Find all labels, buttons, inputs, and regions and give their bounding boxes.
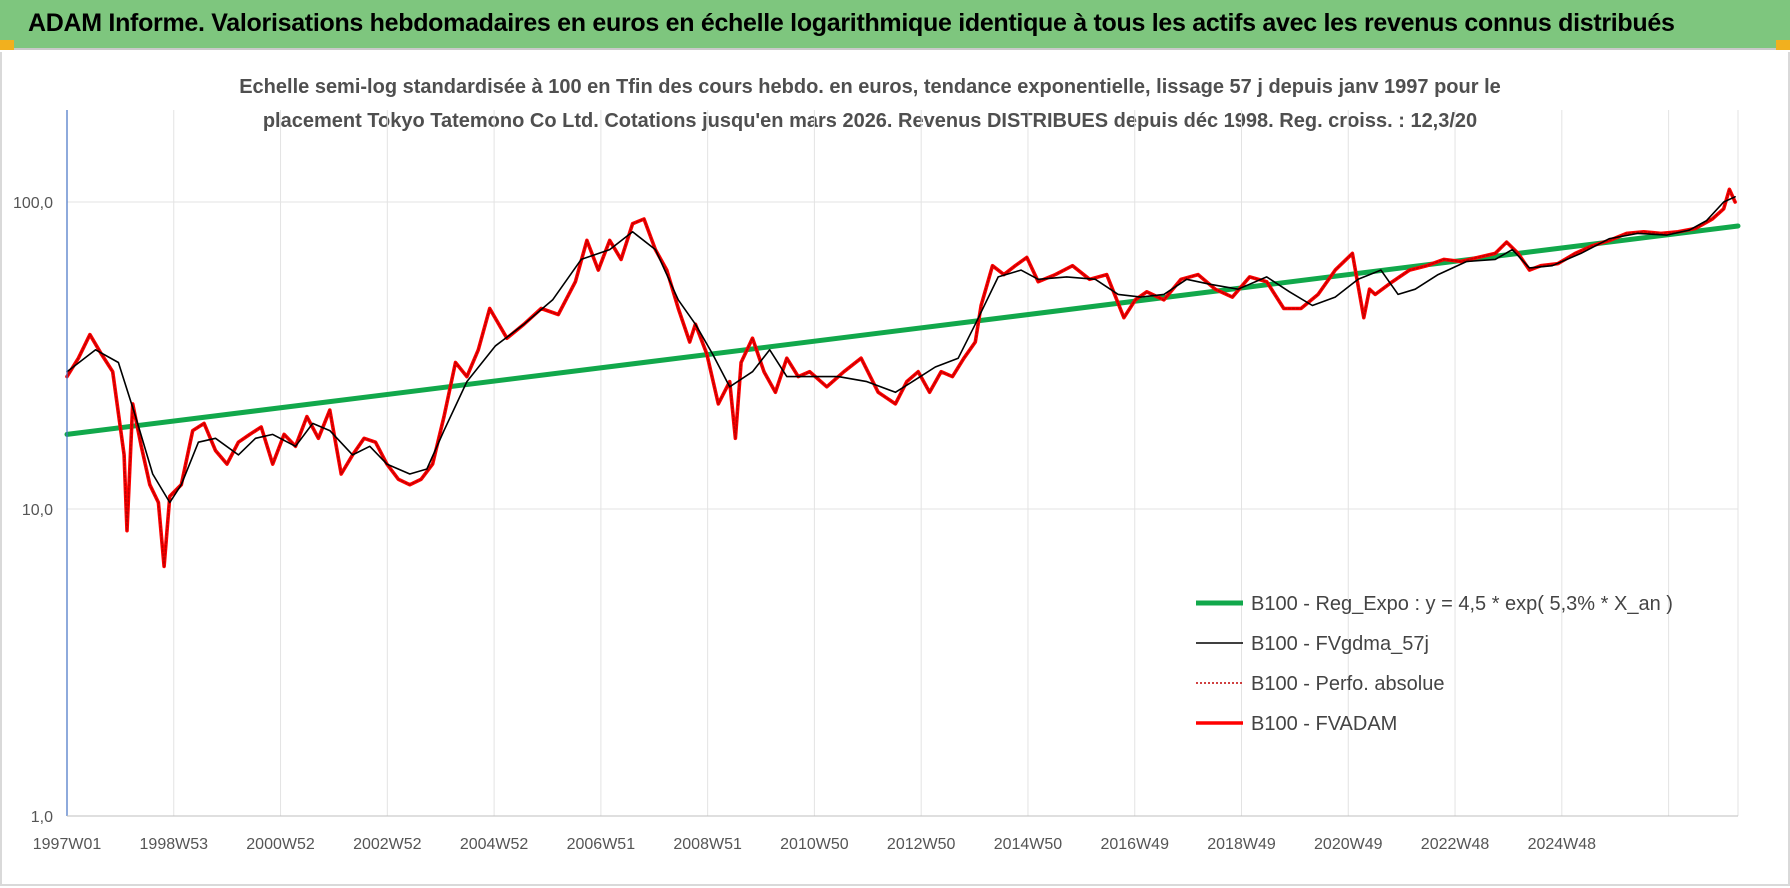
report-title: ADAM Informe. Valorisations hebdomadaire… — [28, 9, 1675, 37]
x-tick-label: 2004W52 — [460, 836, 529, 853]
gridlines — [66, 110, 1739, 817]
chart-title-line-1: Echelle semi-log standardisée à 100 en T… — [239, 76, 1501, 98]
x-tick-label: 2016W49 — [1100, 836, 1169, 853]
x-tick-label: 1997W01 — [33, 836, 102, 853]
series-group — [64, 187, 1741, 569]
corner-marker-left — [0, 40, 14, 50]
x-tick-label: 2006W51 — [567, 836, 636, 853]
x-tick-label: 2012W50 — [887, 836, 956, 853]
report-header: ADAM Informe. Valorisations hebdomadaire… — [0, 0, 1790, 50]
series-line-3 — [66, 188, 1736, 568]
x-tick-label: 2000W52 — [246, 836, 315, 853]
y-tick-label: 100,0 — [13, 195, 53, 212]
x-tick-label: 2008W51 — [673, 836, 742, 853]
legend-label-4: B100 - FVADAM — [1251, 713, 1397, 735]
legend-label-3: B100 - Perfo. absolue — [1251, 673, 1444, 695]
x-tick-label: 2024W48 — [1528, 836, 1597, 853]
legend: B100 - Reg_Expo : y = 4,5 * exp( 5,3% * … — [1196, 593, 1673, 735]
x-tick-label: 2014W50 — [994, 836, 1063, 853]
y-tick-label: 1,0 — [31, 809, 53, 826]
y-tick-label: 10,0 — [22, 502, 53, 519]
chart-title-line-2: placement Tokyo Tatemono Co Ltd. Cotatio… — [262, 110, 1478, 132]
corner-marker-right — [1776, 40, 1790, 50]
series-line-2 — [66, 196, 1736, 504]
legend-label-1: B100 - Reg_Expo : y = 4,5 * exp( 5,3% * … — [1251, 593, 1673, 615]
x-tick-label: 2020W49 — [1314, 836, 1383, 853]
x-tick-label: 2002W52 — [353, 836, 422, 853]
series-line-4 — [65, 187, 1737, 569]
chart-frame — [0, 52, 1790, 886]
x-tick-label: 1998W53 — [140, 836, 209, 853]
x-tick-label: 2010W50 — [780, 836, 849, 853]
axes: 1,0 10,0 100,0 1997W01 1998W53 2000W52 2002W52… — [13, 110, 1738, 853]
x-tick-label: 2022W48 — [1421, 836, 1490, 853]
series-line-1 — [64, 223, 1741, 437]
legend-label-2: B100 - FVgdma_57j — [1251, 633, 1429, 655]
x-tick-label: 2018W49 — [1207, 836, 1276, 853]
